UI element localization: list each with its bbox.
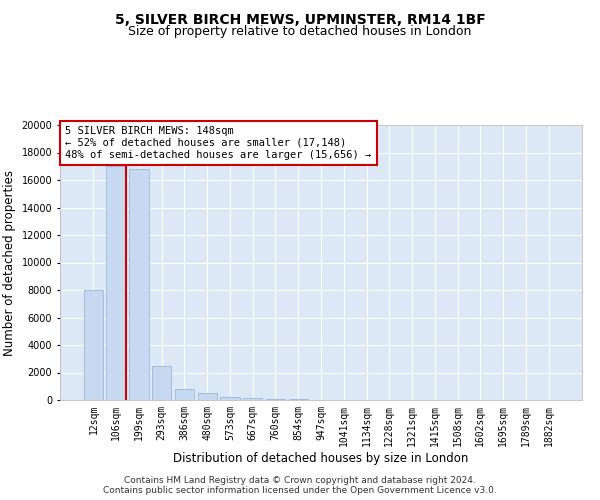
Bar: [106, 166, 126, 400]
Bar: [175, 389, 194, 400]
Bar: [266, 398, 285, 400]
Bar: [84, 290, 103, 400]
Text: Size of property relative to detached houses in London: Size of property relative to detached ho…: [128, 25, 472, 38]
Y-axis label: Number of detached properties: Number of detached properties: [3, 170, 16, 356]
Bar: [220, 396, 239, 400]
Bar: [197, 393, 217, 400]
Text: Contains public sector information licensed under the Open Government Licence v3: Contains public sector information licen…: [103, 486, 497, 495]
Text: 5, SILVER BIRCH MEWS, UPMINSTER, RM14 1BF: 5, SILVER BIRCH MEWS, UPMINSTER, RM14 1B…: [115, 12, 485, 26]
Bar: [129, 169, 149, 400]
Text: Contains HM Land Registry data © Crown copyright and database right 2024.: Contains HM Land Registry data © Crown c…: [124, 476, 476, 485]
Bar: [152, 366, 172, 400]
Bar: [243, 398, 262, 400]
X-axis label: Distribution of detached houses by size in London: Distribution of detached houses by size …: [173, 452, 469, 464]
Text: 5 SILVER BIRCH MEWS: 148sqm
← 52% of detached houses are smaller (17,148)
48% of: 5 SILVER BIRCH MEWS: 148sqm ← 52% of det…: [65, 126, 371, 160]
